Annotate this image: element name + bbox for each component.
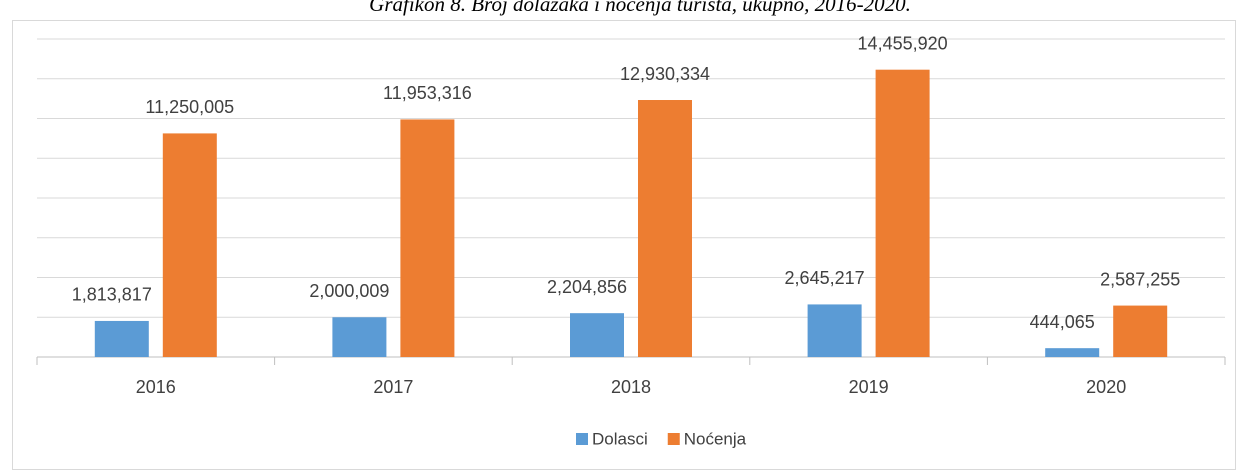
value-label: 2,204,856 (547, 277, 627, 297)
value-label: 14,455,920 (858, 33, 948, 53)
legend-label: Noćenja (684, 429, 747, 448)
x-tick-label: 2018 (611, 377, 651, 397)
chart-title: Grafikon 8. Broj dolazaka i noćenja turi… (369, 0, 911, 16)
value-label: 2,587,255 (1100, 269, 1180, 289)
legend-swatch (576, 433, 588, 445)
bar (875, 69, 930, 357)
x-tick-label: 2016 (136, 377, 176, 397)
bar (400, 119, 455, 357)
bar (1045, 348, 1100, 357)
bar (638, 100, 692, 357)
x-tick-label: 2017 (373, 377, 413, 397)
bar (807, 304, 862, 357)
x-tick-label: 2019 (849, 377, 889, 397)
value-label: 11,250,005 (145, 97, 234, 117)
value-label: 1,813,817 (72, 285, 152, 305)
value-label: 12,930,334 (620, 64, 710, 84)
legend-swatch (667, 433, 680, 445)
x-tick-label: 2020 (1086, 377, 1126, 397)
bar (332, 317, 387, 357)
bar (1113, 305, 1168, 357)
bar (162, 133, 217, 357)
value-label: 2,000,009 (309, 281, 389, 301)
bar (94, 320, 149, 357)
value-label: 11,953,316 (383, 83, 472, 103)
value-label: 2,645,217 (785, 268, 865, 288)
value-label: 444,065 (1030, 312, 1095, 332)
legend-label: Dolasci (592, 429, 648, 448)
bar (570, 313, 624, 357)
